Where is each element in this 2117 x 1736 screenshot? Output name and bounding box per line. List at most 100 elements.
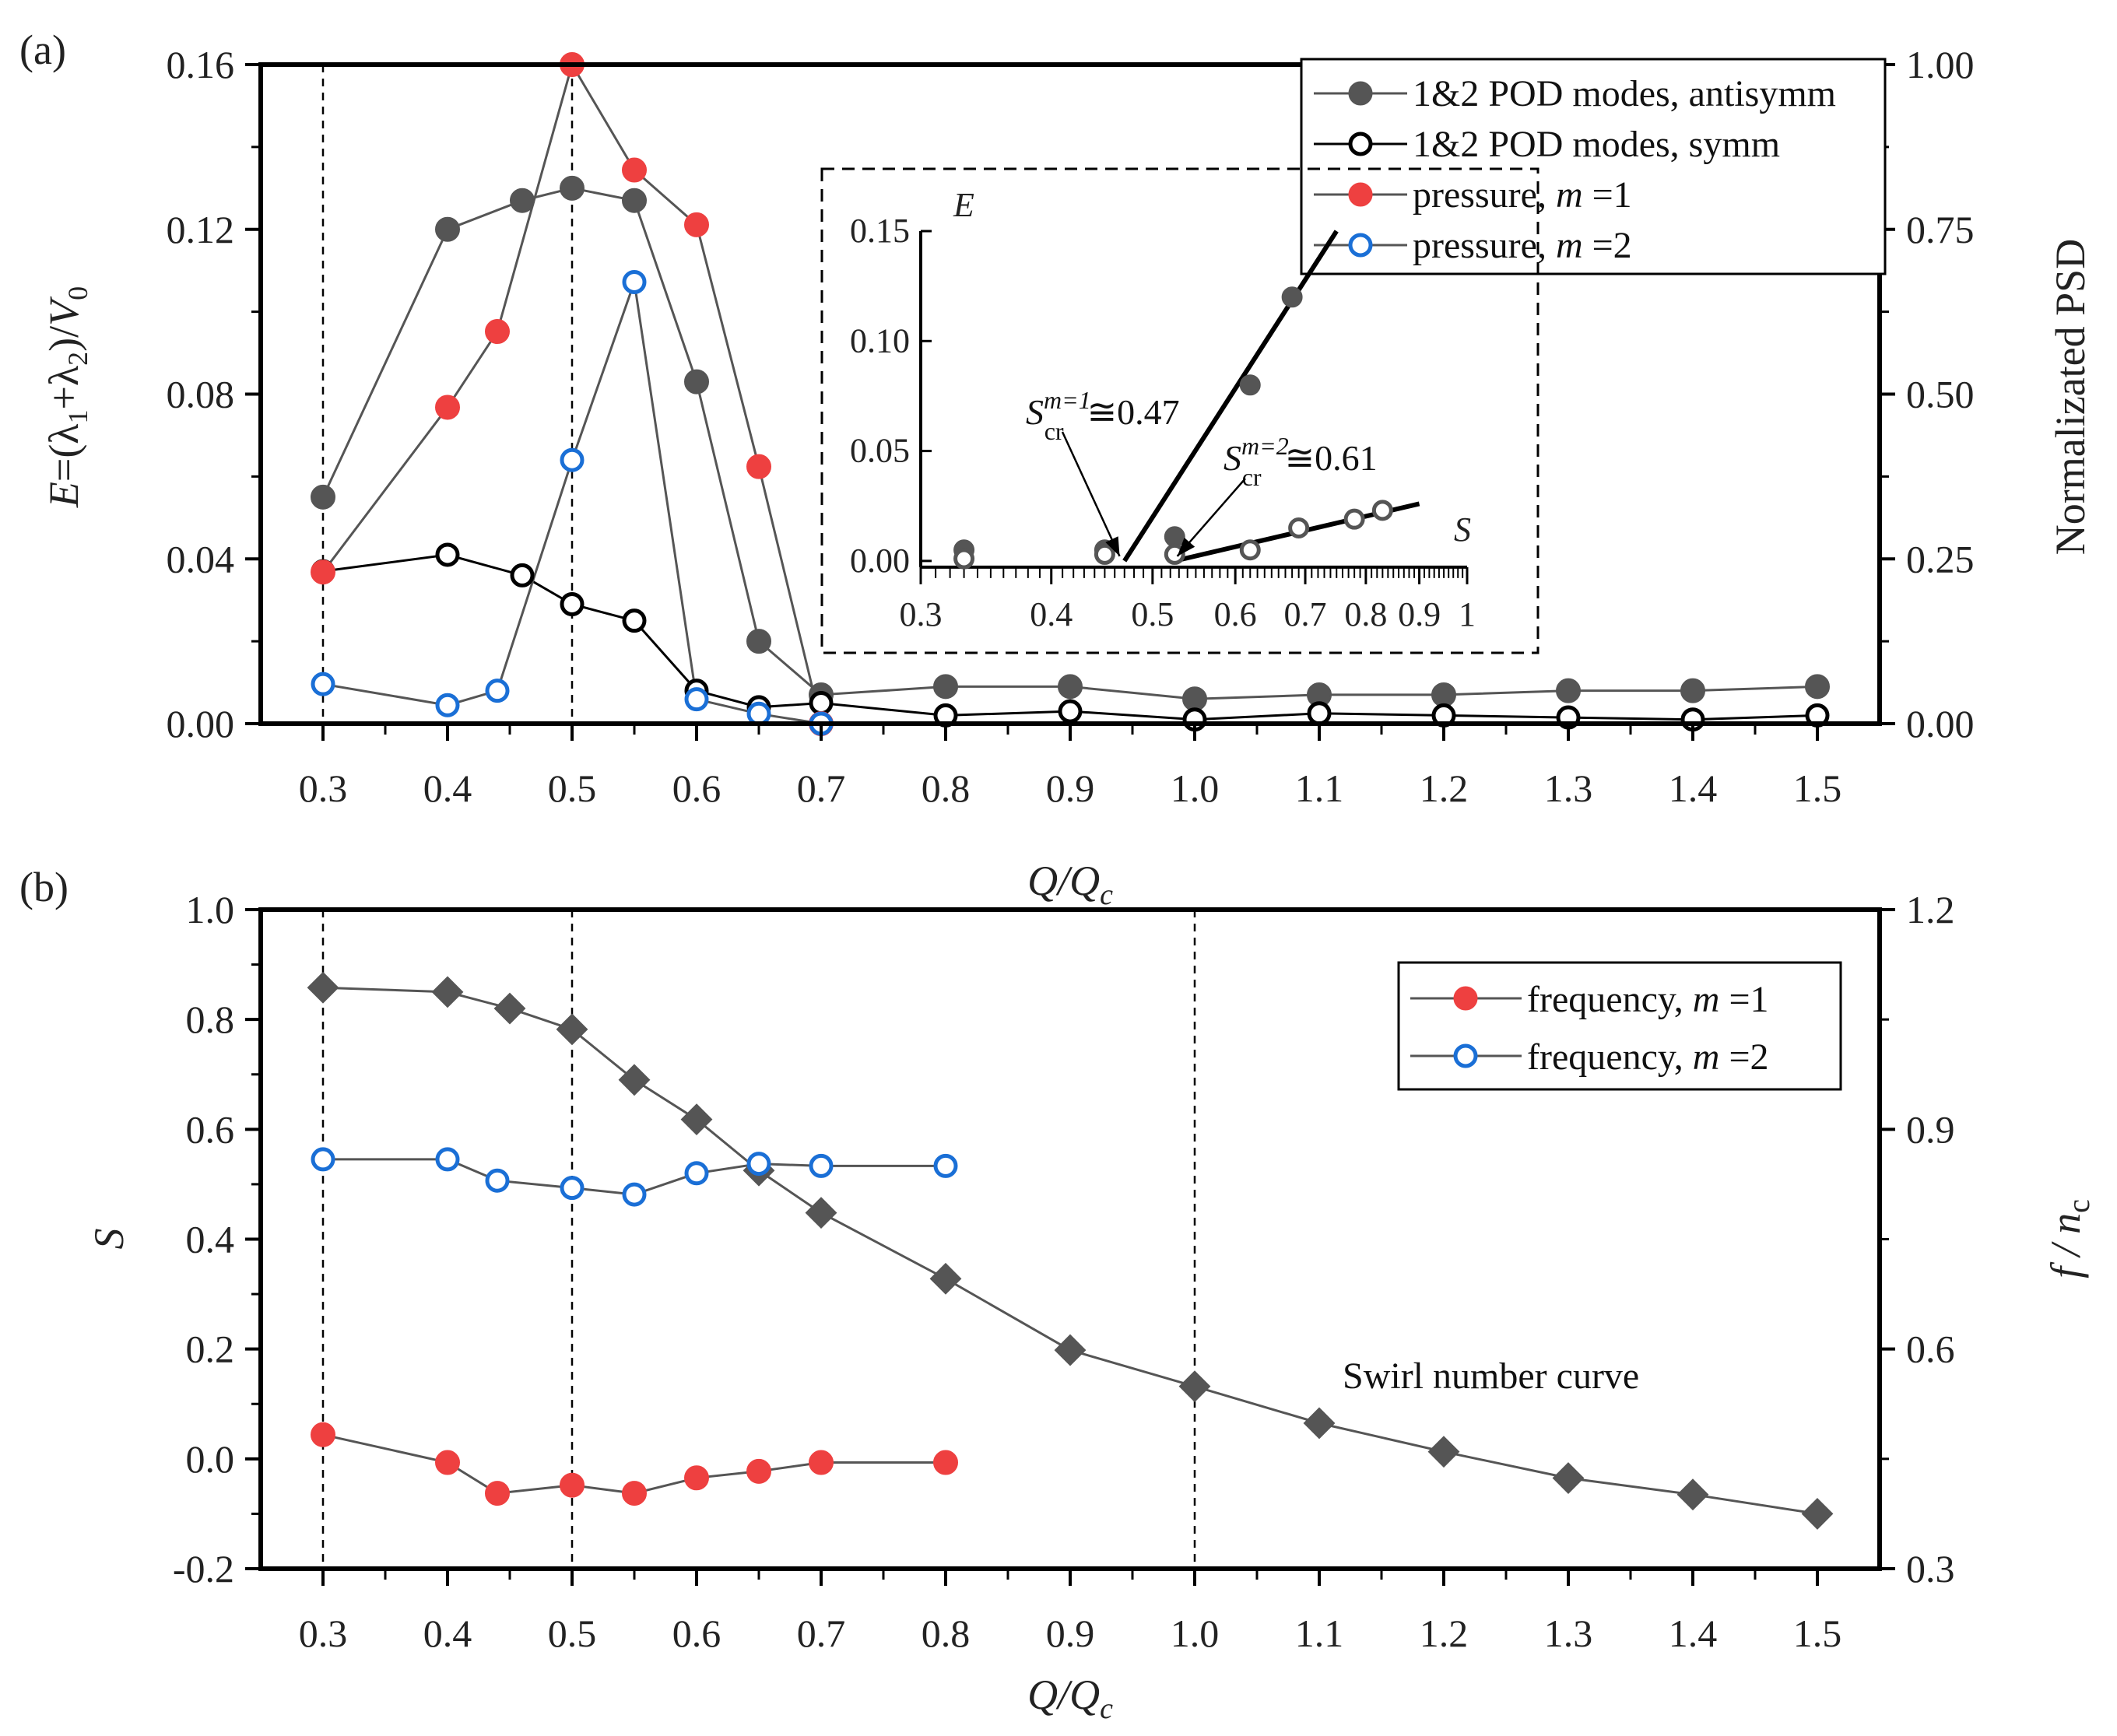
y-right-tick-label-1_00: 1.00 <box>1906 43 1975 86</box>
x-tick-label-0_5: 0.5 <box>548 766 597 810</box>
point-frequency-m-1-3 <box>560 1472 585 1498</box>
point-1-2-pod-modes-symm-7 <box>809 691 834 716</box>
inset-dashed-frame <box>820 167 1539 654</box>
inset-y-tick-label-0_05: 0.05 <box>850 432 910 470</box>
point-pressure-m-2-6 <box>746 701 771 726</box>
point-swirl-number-curve-15 <box>1801 1498 1834 1530</box>
point-1-2-pod-modes-antisymm-3 <box>560 175 585 201</box>
x-tick-label-0_6: 0.6 <box>672 1611 721 1655</box>
legend-label-antisymm: 1&2 POD modes, antisymm <box>1413 73 1836 114</box>
point-frequency-m-1-4 <box>622 1481 647 1506</box>
point-swirl-number-curve-13 <box>1552 1462 1585 1494</box>
point-1-2-pod-modes-antisymm-10 <box>1182 686 1207 712</box>
y-left-tick-label-0_6: 0.6 <box>186 1107 235 1151</box>
point-pressure-m-1-2 <box>485 319 510 345</box>
point-1-2-pod-modes-antisymm-2 <box>510 188 535 213</box>
y-left-tick-label-0_16: 0.16 <box>167 43 235 86</box>
y-left-tick-label-0_12: 0.12 <box>167 208 235 251</box>
panel-b-legend-box <box>1397 961 1842 1091</box>
inset-point-symm-3 <box>1239 539 1261 561</box>
inset-point-symm-1 <box>1094 543 1115 565</box>
y-right-tick-label-0_50: 0.50 <box>1906 373 1975 416</box>
x-tick-label-0_4: 0.4 <box>423 766 472 810</box>
panel-b-legend: frequency, m =1 frequency, m =2 <box>1397 961 1842 1091</box>
inset-x-label: S <box>1454 510 1471 549</box>
legend-marker-pressure-m1 <box>1348 182 1373 207</box>
x-tick-label-0_3: 0.3 <box>299 1611 348 1655</box>
point-frequency-m-1-6 <box>746 1458 771 1484</box>
series-line-1-2-pod-modes-antisymm <box>321 187 1818 700</box>
y-left-tick-label-0_8: 0.8 <box>186 998 235 1041</box>
x-tick-label-0_4: 0.4 <box>423 1611 472 1655</box>
panel-a-inset: 0.00 0.05 0.10 0.15 0.3 0.4 0.5 0.6 0.7 0.8 0.9 1 E… <box>820 167 1539 654</box>
panel-a: (a) 0.3 0.4 0.5 0.6 0.7 0.8 0.9 1.0 1.1 1.2 1.3 1.4… <box>19 26 2094 911</box>
point-1-2-pod-modes-antisymm-15 <box>1805 674 1830 700</box>
panel-b-y-left-label: S <box>86 1229 132 1250</box>
y-right-tick-label-0_6: 0.6 <box>1906 1327 1955 1371</box>
x-tick-label-0_7: 0.7 <box>797 766 846 810</box>
inset-y-tick-label-0_00: 0.00 <box>850 542 910 580</box>
swirl-number-annotation: Swirl number curve <box>1343 1355 1639 1397</box>
point-swirl-number-curve-3 <box>556 1013 588 1046</box>
x-tick-label-1_5: 1.5 <box>1793 1611 1842 1655</box>
series-line-swirl-number-curve <box>322 986 1818 1515</box>
point-frequency-m-1-2 <box>485 1481 510 1506</box>
inset-point-symm-2 <box>1164 543 1185 565</box>
point-frequency-m-2-1 <box>435 1147 460 1172</box>
x-tick-label-0_9: 0.9 <box>1046 766 1095 810</box>
inset-x-tick-label-0_6: 0.6 <box>1214 595 1257 633</box>
point-frequency-m-2-7 <box>809 1153 834 1178</box>
panel-b-markers <box>307 971 1834 1530</box>
panel-b-reference-lines <box>321 910 1196 1569</box>
point-1-2-pod-modes-antisymm-14 <box>1680 678 1705 703</box>
annotation-scr-m1: Sm=1 cr ≅0.47 <box>1026 386 1180 445</box>
y-right-tick-label-0_3: 0.3 <box>1906 1547 1955 1590</box>
point-1-2-pod-modes-antisymm-0 <box>311 484 335 510</box>
legend-item-pressure-m2: pressure, m =2 <box>1314 225 1632 266</box>
point-frequency-m-2-8 <box>933 1153 958 1178</box>
inset-point-antisymm-2 <box>1164 526 1185 548</box>
point-frequency-m-1-5 <box>684 1465 709 1491</box>
point-swirl-number-curve-0 <box>307 971 339 1004</box>
point-frequency-m-2-6 <box>746 1152 771 1177</box>
series-line-pressure-m-1 <box>321 61 823 724</box>
legend-label-symm: 1&2 POD modes, symm <box>1413 124 1780 165</box>
point-1-2-pod-modes-antisymm-5 <box>684 369 709 395</box>
y-right-tick-label-1_2: 1.2 <box>1906 888 1955 931</box>
point-pressure-m-2-5 <box>684 687 709 712</box>
point-pressure-m-2-2 <box>485 679 510 703</box>
annotation-arrowhead-1 <box>1105 536 1120 556</box>
series-line-1-2-pod-modes-symm <box>322 553 1818 721</box>
point-1-2-pod-modes-antisymm-1 <box>435 216 460 242</box>
panel-a-markers <box>311 52 1830 736</box>
inset-axes: 0.00 0.05 0.10 0.15 0.3 0.4 0.5 0.6 0.7 0.8 0.9 1 <box>850 212 1476 633</box>
x-tick-label-1_4: 1.4 <box>1669 766 1718 810</box>
point-1-2-pod-modes-symm-2 <box>510 563 535 587</box>
point-pressure-m-1-5 <box>684 212 709 237</box>
point-swirl-number-curve-10 <box>1178 1370 1211 1403</box>
y-left-tick-label-1_0: 1.0 <box>186 888 235 931</box>
legend-marker-frequency-m2 <box>1453 1043 1478 1068</box>
y-right-tick-label-0_75: 0.75 <box>1906 208 1975 251</box>
point-frequency-m-2-4 <box>622 1182 647 1207</box>
inset-annotations: Sm=1 cr ≅0.47 Sm=2 cr ≅0.61 <box>1026 386 1378 557</box>
legend-marker-frequency-m1 <box>1453 986 1478 1011</box>
inset-x-tick-label-0_8: 0.8 <box>1344 595 1387 633</box>
legend-label-pressure-m2: pressure, m =2 <box>1413 225 1632 266</box>
point-swirl-number-curve-5 <box>680 1103 713 1136</box>
annotation-arrow-1 <box>1061 431 1121 557</box>
point-pressure-m-1-0 <box>311 559 335 585</box>
point-1-2-pod-modes-antisymm-9 <box>1058 674 1083 700</box>
inset-fit-line-1 <box>1122 230 1339 563</box>
x-tick-label-0_3: 0.3 <box>299 766 348 810</box>
legend-marker-pressure-m2 <box>1348 233 1373 258</box>
point-swirl-number-curve-1 <box>431 976 464 1008</box>
panel-a-label: (a) <box>19 26 66 73</box>
point-frequency-m-1-1 <box>435 1450 460 1475</box>
y-left-tick-label-m0_2: -0.2 <box>173 1547 234 1590</box>
point-1-2-pod-modes-symm-3 <box>560 591 585 616</box>
point-1-2-pod-modes-antisymm-13 <box>1556 678 1581 703</box>
y-left-tick-label-0_0: 0.0 <box>186 1437 235 1481</box>
